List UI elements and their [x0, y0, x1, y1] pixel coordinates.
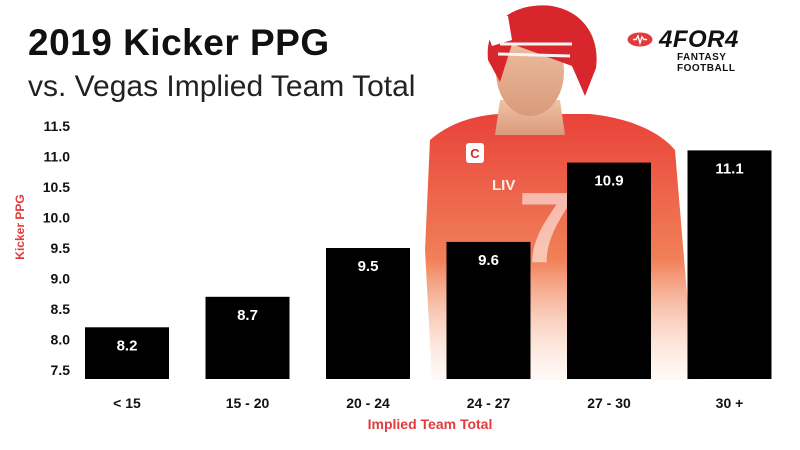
brand-tagline: FANTASY FOOTBALL	[677, 52, 736, 74]
chart-subtitle: vs. Vegas Implied Team Total	[28, 70, 416, 103]
y-tick-label: 8.5	[51, 301, 71, 317]
y-tick-label: 10.5	[43, 179, 70, 195]
y-tick-label: 9.5	[51, 240, 71, 256]
x-axis-label: Implied Team Total	[367, 416, 493, 432]
x-axis-ticks: < 15 15 - 20 20 - 24 24 - 27 27 - 30 30 +	[113, 395, 743, 411]
bar-value-label: 11.1	[715, 160, 743, 177]
bar	[326, 248, 410, 379]
x-tick-label: < 15	[113, 395, 141, 411]
patch-text: LIV	[492, 177, 515, 194]
bar-value-label: 9.6	[478, 252, 499, 269]
y-tick-label: 10.0	[43, 210, 70, 226]
brand-logo: 4FOR4 FANTASY FOOTBALL	[627, 26, 777, 74]
bar	[446, 241, 531, 379]
x-tick-label: 30 +	[716, 395, 744, 411]
x-tick-label: 24 - 27	[467, 395, 511, 411]
bar-value-label: 10.9	[594, 173, 623, 190]
y-axis-label: Kicker PPG	[13, 194, 27, 260]
bar-value-label: 8.7	[237, 307, 258, 324]
y-tick-label: 11.5	[44, 118, 71, 134]
bar	[85, 327, 169, 379]
x-tick-label: 20 - 24	[346, 395, 390, 411]
y-tick-label: 9.0	[51, 271, 71, 287]
bars-group: 8.2 8.7 9.5 9.6 10.9 11.1	[85, 150, 772, 379]
captain-badge-text: C	[470, 146, 480, 161]
bar	[687, 150, 772, 379]
x-tick-label: 27 - 30	[587, 395, 631, 411]
bar-value-label: 8.2	[117, 337, 138, 354]
bar	[205, 296, 290, 379]
football-icon	[627, 32, 653, 47]
x-tick-label: 15 - 20	[226, 395, 270, 411]
bar	[567, 162, 651, 379]
y-axis-ticks: 7.5 8.0 8.5 9.0 9.5 10.0 10.5 11.0 11.5	[43, 118, 70, 378]
brand-name: 4FOR4	[659, 26, 739, 53]
y-tick-label: 7.5	[51, 362, 71, 378]
y-tick-label: 8.0	[51, 332, 71, 348]
bar-value-label: 9.5	[358, 258, 379, 275]
chart-title: 2019 Kicker PPG	[28, 22, 330, 63]
y-tick-label: 11.0	[44, 149, 71, 165]
